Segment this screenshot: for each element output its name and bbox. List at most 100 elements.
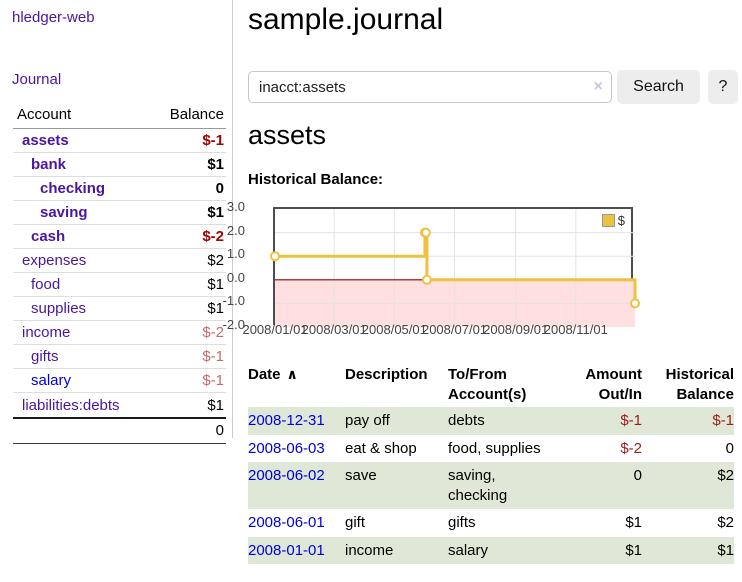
account-link[interactable]: checking (40, 180, 106, 197)
transaction-row: 2008-06-01 gift gifts $1 $2 (248, 509, 734, 537)
account-row: checking 0 (13, 177, 226, 201)
accounts-column-header: To/From Account(s) (448, 366, 527, 403)
search-input[interactable] (248, 71, 612, 103)
transaction-date-link[interactable]: 2008-06-03 (248, 439, 325, 457)
account-row: expenses $2 (13, 249, 226, 273)
sort-asc-icon: ∧ (286, 366, 298, 382)
total-balance-value: 0 (215, 422, 224, 439)
account-page-title: assets (248, 120, 327, 150)
sidebar-item-journal[interactable]: Journal (12, 71, 62, 88)
account-link[interactable]: expenses (22, 252, 87, 269)
balance-chart: $ 3.0 2.0 1.0 0.0 -1.0 -2.0 2008/01/01 2008/03/… (223, 198, 668, 348)
account-balance-value: $-1 (202, 348, 224, 365)
register-table: Date ∧ Description To/From Account(s) Amo… (248, 362, 734, 564)
transaction-accounts: saving, checking (448, 467, 508, 504)
transaction-amount: $-1 (620, 412, 642, 429)
transaction-date-link[interactable]: 2008-06-01 (248, 514, 325, 531)
account-rows: assets $-1 bank $1 checking 0 saving $1 cash $-2 e… (13, 129, 226, 417)
transaction-description: pay off (345, 412, 390, 429)
transaction-amount: 0 (633, 467, 642, 484)
account-balance-value: 0 (215, 180, 224, 197)
sidebar: hledger-web Journal Account Balance asse… (0, 0, 232, 582)
account-row: food $1 (13, 273, 226, 297)
search-box: × (248, 71, 612, 103)
transaction-row: 2008-01-01 income salary $1 $1 (248, 536, 734, 564)
account-table-header: Account Balance (13, 104, 226, 129)
y-axis-tick-label: 1.0 (226, 246, 245, 262)
description-column-header: Description (345, 366, 428, 383)
chart-legend: $ (601, 213, 625, 228)
account-row: cash $-2 (13, 225, 226, 249)
search-form: × Search ? (248, 70, 738, 104)
account-link[interactable]: assets (22, 132, 69, 149)
legend-label: $ (617, 213, 625, 228)
account-balance-value: $-2 (202, 324, 224, 341)
account-link[interactable]: liabilities:debts (22, 396, 120, 414)
historical-balance-label: Historical Balance: (248, 171, 384, 188)
register-table-header-row: Date ∧ Description To/From Account(s) Amo… (248, 362, 734, 407)
transaction-description: gift (345, 514, 366, 531)
transaction-balance: $1 (717, 541, 734, 559)
search-button[interactable]: Search (617, 70, 700, 104)
chart-canvas (270, 209, 640, 327)
account-link[interactable]: salary (31, 372, 72, 389)
account-row: gifts $-1 (13, 345, 226, 369)
account-balance-table: Account Balance assets $-1 bank $1 checking 0… (13, 104, 226, 444)
transaction-accounts: food, supplies (448, 439, 541, 457)
x-axis-tick-label: 2008/03/01 (301, 322, 367, 337)
x-axis-tick-label: 2008/01/01 (242, 322, 308, 337)
y-axis-tick-label: 3.0 (226, 199, 245, 214)
account-link[interactable]: income (22, 324, 71, 341)
account-row: saving $1 (13, 201, 226, 225)
y-axis-tick-label: 0.0 (226, 269, 245, 285)
transaction-description: eat & shop (345, 439, 417, 457)
transaction-accounts: gifts (448, 514, 476, 531)
account-link[interactable]: food (31, 276, 61, 293)
transaction-description: income (345, 541, 394, 559)
account-row: assets $-1 (13, 129, 226, 153)
clear-search-icon[interactable]: × (593, 78, 603, 95)
account-link[interactable]: cash (31, 228, 66, 245)
help-button[interactable]: ? (708, 70, 738, 104)
account-balance-value: $-1 (202, 372, 224, 389)
transaction-date-link[interactable]: 2008-12-31 (248, 412, 325, 429)
transaction-amount: $1 (625, 541, 642, 559)
brand-link[interactable]: hledger-web (12, 9, 95, 26)
account-link[interactable]: supplies (31, 300, 87, 317)
transaction-balance: $-1 (712, 412, 734, 429)
account-link[interactable]: gifts (31, 348, 59, 365)
chart-plot-area: $ (270, 207, 640, 327)
transaction-description: save (345, 467, 377, 484)
account-balance-value: $1 (207, 204, 224, 221)
account-link[interactable]: bank (31, 156, 67, 173)
balance-column-header: Balance (169, 106, 224, 123)
account-balance-value: $1 (207, 300, 224, 317)
account-row: supplies $1 (13, 297, 226, 321)
transaction-amount: $-2 (620, 439, 642, 457)
account-total-row: 0 (13, 417, 226, 444)
account-balance-value: $1 (207, 156, 224, 173)
date-column-header[interactable]: Date ∧ (248, 366, 298, 383)
y-axis-tick-label: -1.0 (222, 293, 245, 309)
page-title: sample.journal (248, 3, 444, 36)
sidebar-divider (232, 0, 233, 438)
account-row: salary $-1 (13, 369, 226, 393)
account-balance-value: $1 (207, 276, 224, 293)
transaction-accounts: salary (448, 541, 489, 559)
legend-swatch-icon (601, 214, 615, 227)
transaction-date-link[interactable]: 2008-06-02 (248, 467, 325, 484)
y-axis-tick-label: -2.0 (222, 317, 245, 332)
amount-column-header: Amount Out/In (585, 366, 642, 403)
x-axis-tick-label: 2008/11/01 (543, 322, 608, 337)
account-row: bank $1 (13, 153, 226, 177)
transaction-amount: $1 (625, 514, 642, 531)
account-row: income $-2 (13, 321, 226, 345)
account-link[interactable]: saving (40, 204, 88, 221)
x-axis-tick-label: 2008/07/01 (421, 322, 488, 337)
account-balance-value: $2 (207, 252, 224, 269)
transaction-date-link[interactable]: 2008-01-01 (248, 541, 325, 559)
transaction-balance: $2 (717, 467, 734, 484)
x-axis-tick-label: 2008/05/01 (361, 322, 427, 337)
transaction-row: 2008-06-03 eat & shop food, supplies $-2 0 (248, 435, 734, 463)
